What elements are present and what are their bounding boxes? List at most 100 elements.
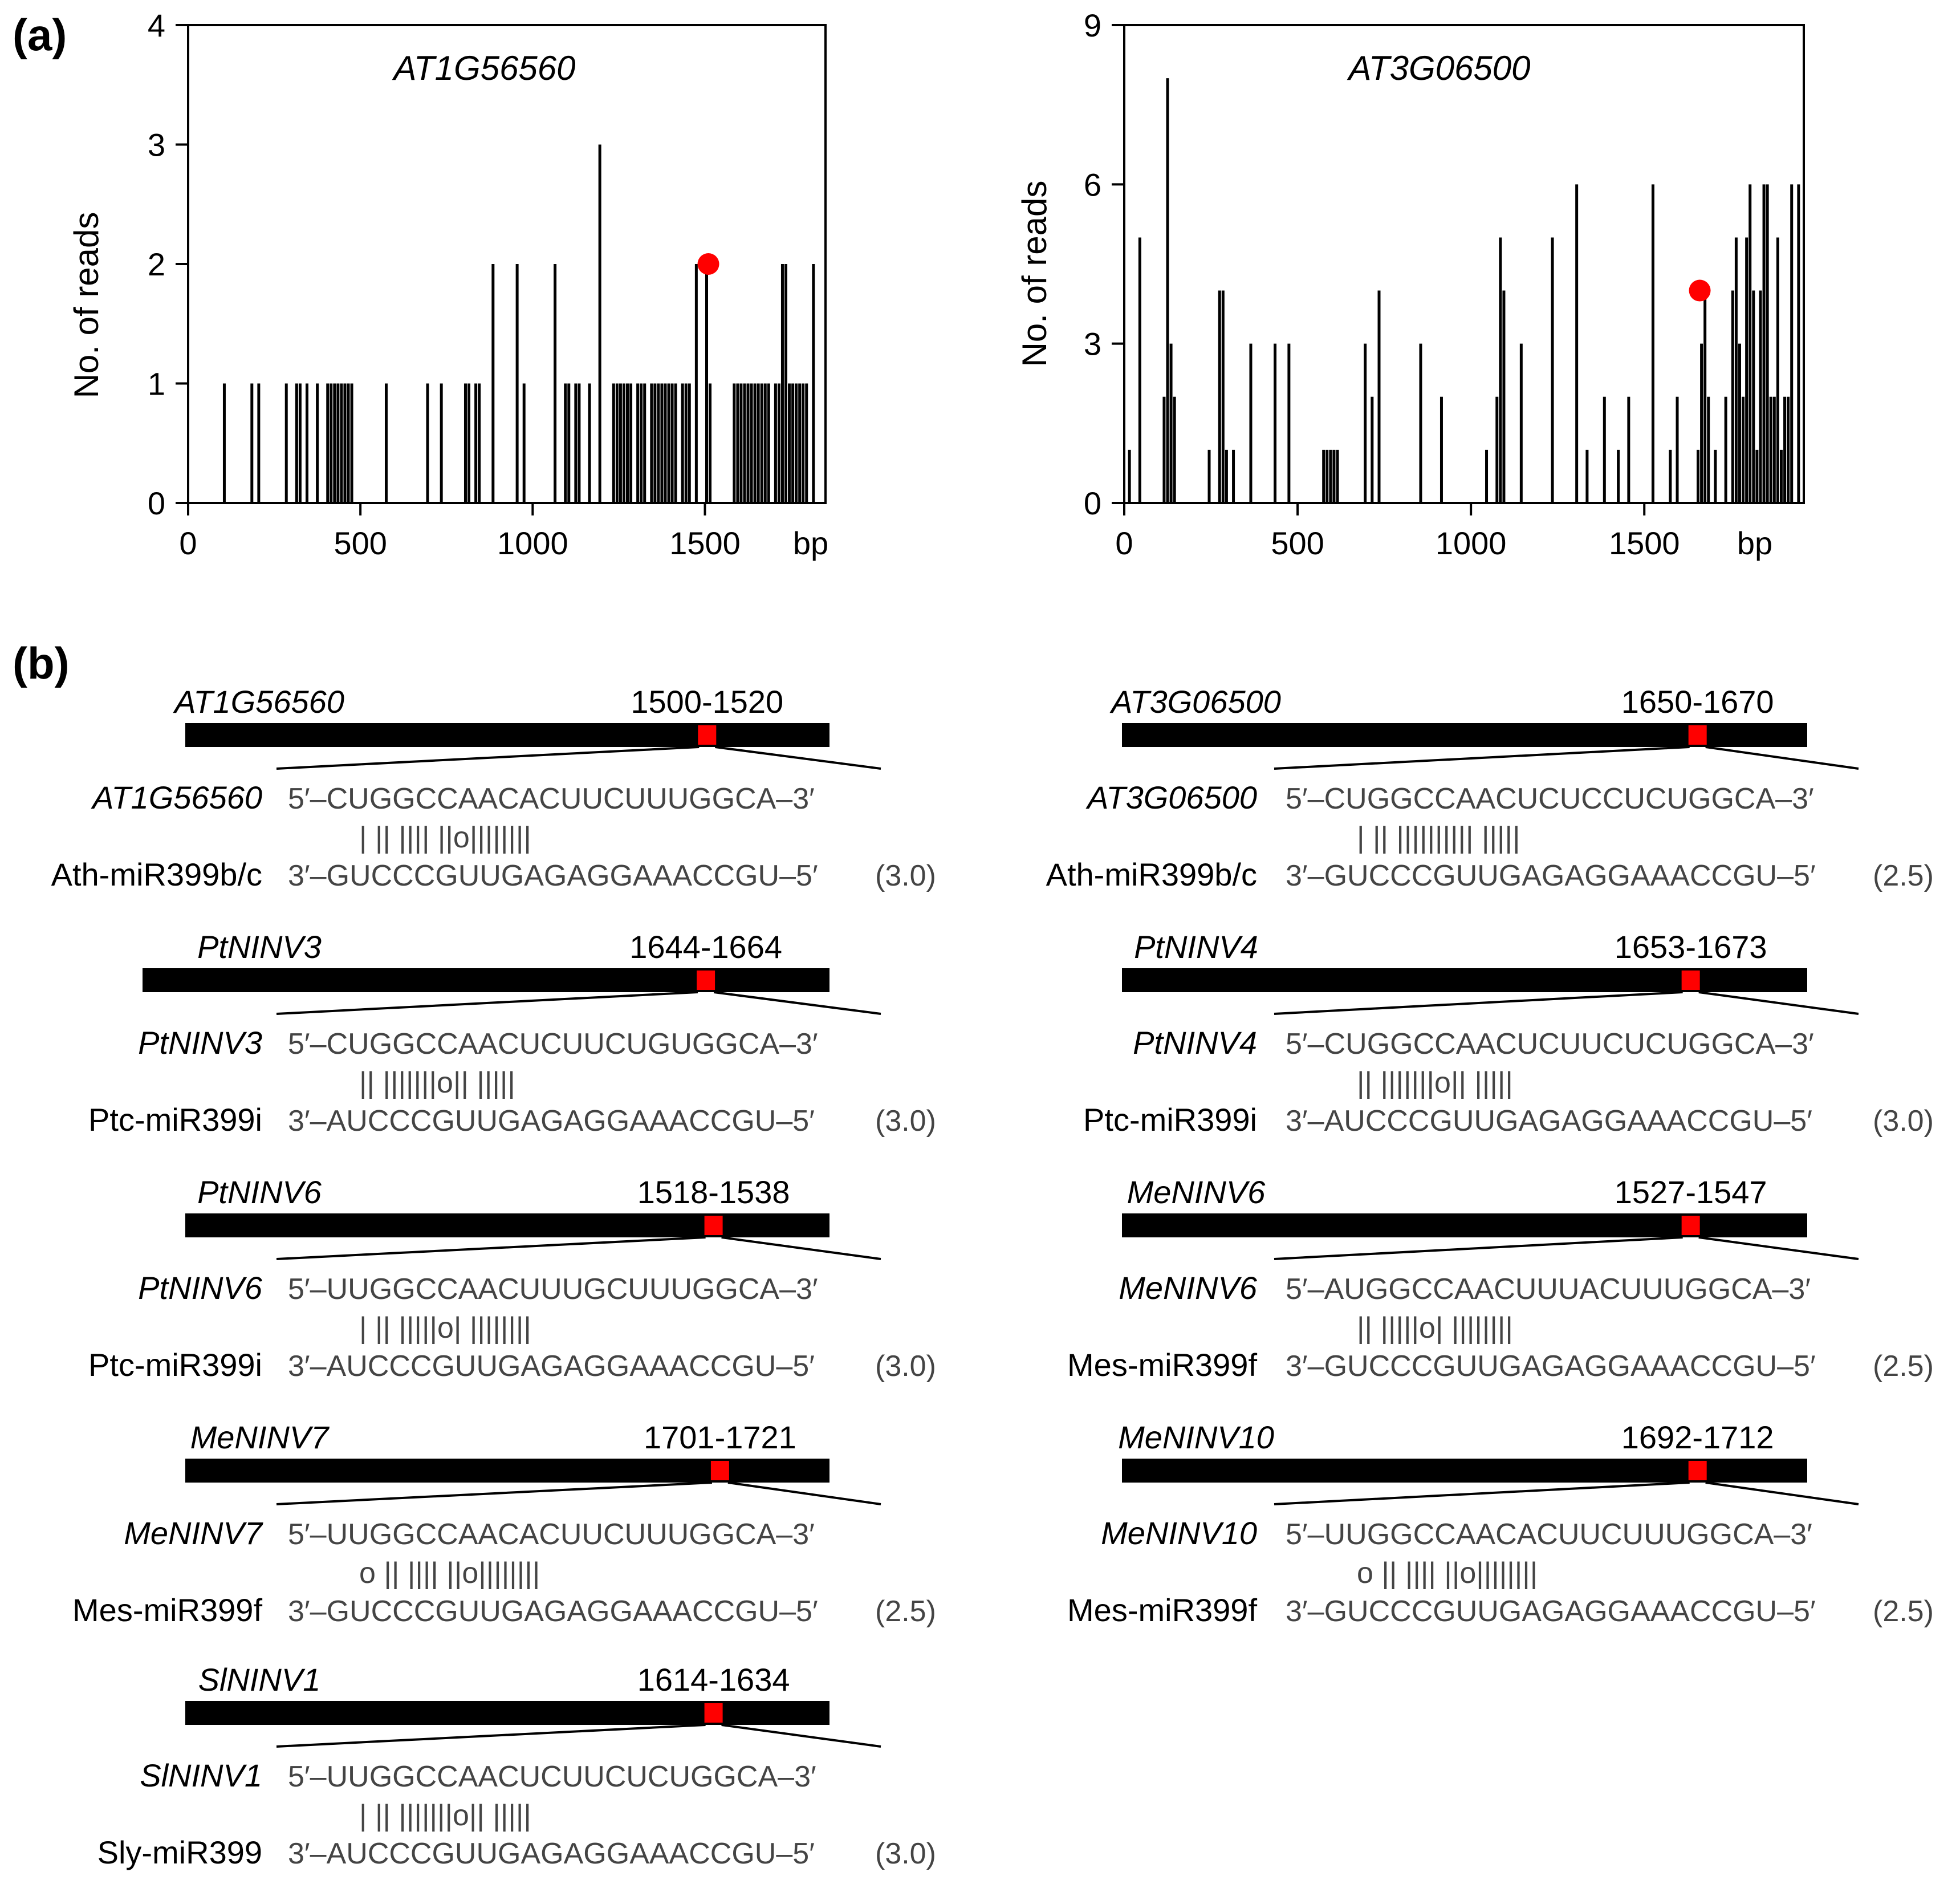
x-axis-ticks: 0 500 1000 1500 <box>179 503 741 561</box>
y-tick-label: 0 <box>148 485 165 521</box>
target-site-marker <box>704 1216 723 1235</box>
y-tick-label: 3 <box>1084 326 1101 362</box>
x-axis-ticks: 0 500 1000 1500 <box>1115 503 1680 561</box>
zoom-line <box>276 1724 706 1748</box>
y-tick-label: 3 <box>148 127 165 163</box>
read-distribution-chart-at1g56560: 0 1 2 3 4 0 500 1000 1500 AT1G56560 No. of read… <box>67 7 828 561</box>
panel-a-label: (a) <box>13 10 67 60</box>
read-distribution-chart-at3g06500: 0 3 6 9 0 500 1000 1500 AT3G06500 No. of reads… <box>1015 7 1805 561</box>
mismatch-score: (2.5) <box>1873 1595 1934 1628</box>
cleavage-range: 1653-1673 <box>1615 929 1767 965</box>
mirna-sequence: 3′–AUCCCGUUGAGAGGAAACCGU–5′ <box>288 1350 815 1383</box>
target-gene-label: PtNINV6 <box>138 1270 263 1306</box>
x-tick-label: 500 <box>334 525 387 561</box>
alignment-entry-at1g56560: AT1G56560 1500-1520 AT1G56560 5′–CUGGCCAACA… <box>51 684 936 892</box>
alignment-entry-meninv6: MeNINV6 1527-1547 MeNINV6 5′–AUGGCCAACUUUAC… <box>1067 1174 1934 1383</box>
gene-bar <box>1122 968 1807 992</box>
x-tick-label: 1000 <box>497 525 568 561</box>
y-tick-label: 4 <box>148 7 165 43</box>
zoom-line <box>276 1481 712 1505</box>
target-gene-label: SlNINV1 <box>140 1757 262 1793</box>
target-sequence: 5′–UUGGCCAACUUUGCUUUGGCA–3′ <box>288 1273 818 1306</box>
base-pairing: | || |||||||||| ||||| <box>1357 821 1520 854</box>
zoom-line <box>721 1236 881 1260</box>
target-site-marker <box>697 971 715 990</box>
gene-bar <box>143 968 829 992</box>
cleavage-range: 1692-1712 <box>1621 1419 1774 1455</box>
zoom-line <box>1698 1236 1859 1260</box>
gene-name: PtNINV4 <box>1134 929 1258 965</box>
target-site-marker <box>1681 971 1700 990</box>
target-sequence: 5′–UUGGCCAACUCUUCUCUGGCA–3′ <box>288 1760 816 1793</box>
cleavage-range: 1644-1664 <box>629 929 782 965</box>
gene-name: MeNINV7 <box>190 1419 330 1455</box>
mirna-sequence: 3′–GUCCCGUUGAGAGGAAACCGU–5′ <box>1286 859 1816 892</box>
mismatch-score: (2.5) <box>1873 859 1934 892</box>
target-sequence: 5′–UUGGCCAACACUUCUUUGGCA–3′ <box>288 1518 815 1551</box>
mirna-name: Ath-miR399b/c <box>51 856 262 892</box>
target-gene-label: AT3G06500 <box>1085 779 1257 815</box>
mirna-name: Ptc-miR399i <box>88 1347 262 1383</box>
alignment-entry-ptninv6: PtNINV6 1518-1538 PtNINV6 5′–UUGGCCAACUUUGC… <box>88 1174 936 1383</box>
mirna-name: Mes-miR399f <box>72 1592 262 1628</box>
target-sequence: 5′–CUGGCCAACUCUCCUCUGGCA–3′ <box>1286 782 1814 815</box>
base-pairing: o || |||| ||o|||||||| <box>1357 1557 1538 1590</box>
base-pairing: | || |||| ||o|||||||| <box>359 821 531 854</box>
x-tick-label: 1500 <box>669 525 741 561</box>
mirna-sequence: 3′–GUCCCGUUGAGAGGAAACCGU–5′ <box>288 1595 818 1628</box>
target-sequence: 5′–CUGGCCAACUCUUCUGUGGCA–3′ <box>288 1028 818 1061</box>
x-tick-label: 1000 <box>1436 525 1507 561</box>
y-tick-label: 2 <box>148 246 165 282</box>
mismatch-score: (3.0) <box>875 1837 936 1870</box>
gene-bar <box>185 1213 829 1237</box>
plot-frame <box>187 24 827 504</box>
cleavage-range: 1701-1721 <box>644 1419 796 1455</box>
zoom-line <box>715 746 881 770</box>
target-gene-label: MeNINV7 <box>124 1515 263 1551</box>
cleavage-range: 1650-1670 <box>1621 684 1774 720</box>
zoom-line <box>276 1236 706 1260</box>
target-sequence: 5′–CUGGCCAACACUUCUUUGGCA–3′ <box>288 782 815 815</box>
target-gene-label: PtNINV4 <box>1133 1025 1257 1061</box>
y-tick-label: 6 <box>1084 167 1101 202</box>
y-axis-label: No. of reads <box>1015 181 1054 367</box>
base-pairing: | || |||||||o|| ||||| <box>359 1799 531 1832</box>
mirna-name: Ptc-miR399i <box>1083 1102 1257 1138</box>
gene-name: SlNINV1 <box>198 1662 321 1698</box>
gene-name: PtNINV6 <box>197 1174 322 1210</box>
gene-name: AT3G06500 <box>1109 684 1281 720</box>
gene-name: MeNINV10 <box>1118 1419 1274 1455</box>
zoom-line <box>1705 1481 1859 1505</box>
y-tick-label: 9 <box>1084 7 1101 43</box>
y-axis-ticks: 0 1 2 3 4 <box>148 7 188 521</box>
y-axis-label: No. of reads <box>67 212 105 399</box>
cleavage-range: 1500-1520 <box>631 684 783 720</box>
alignment-entry-meninv7: MeNINV7 1701-1721 MeNINV7 5′–UUGGCCAACACUUC… <box>72 1419 936 1628</box>
alignment-entry-meninv10: MeNINV10 1692-1712 MeNINV10 5′–UUGGCCAACACU… <box>1067 1419 1934 1628</box>
target-gene-label: MeNINV10 <box>1101 1515 1257 1551</box>
mismatch-score: (2.5) <box>1873 1350 1934 1383</box>
target-sequence: 5′–UUGGCCAACACUUCUUUGGCA–3′ <box>1286 1518 1812 1551</box>
mirna-name: Mes-miR399f <box>1067 1347 1257 1383</box>
chart-title: AT1G56560 <box>392 49 575 87</box>
alignment-entry-slninv1: SlNINV1 1614-1634 SlNINV1 5′–UUGGCCAACUCUUC… <box>97 1662 936 1870</box>
target-site-marker <box>698 725 717 745</box>
gene-bar <box>1122 1213 1807 1237</box>
mirna-sequence: 3′–GUCCCGUUGAGAGGAAACCGU–5′ <box>1286 1595 1816 1628</box>
zoom-line <box>721 1724 881 1748</box>
y-tick-label: 1 <box>148 366 165 402</box>
x-tick-label: 1500 <box>1609 525 1680 561</box>
x-unit-label: bp <box>1737 525 1772 561</box>
zoom-line <box>1274 1481 1690 1505</box>
target-gene-label: PtNINV3 <box>138 1025 262 1061</box>
target-site-marker <box>1681 1216 1700 1235</box>
zoom-line <box>727 1481 881 1505</box>
mirna-name: Ptc-miR399i <box>88 1102 262 1138</box>
target-site-marker <box>710 1461 729 1480</box>
bar-group <box>222 144 815 503</box>
mismatch-score: (3.0) <box>875 1350 936 1383</box>
gene-name: PtNINV3 <box>197 929 322 965</box>
base-pairing: | || |||||o| |||||||| <box>359 1311 531 1345</box>
zoom-line <box>1274 1236 1683 1260</box>
